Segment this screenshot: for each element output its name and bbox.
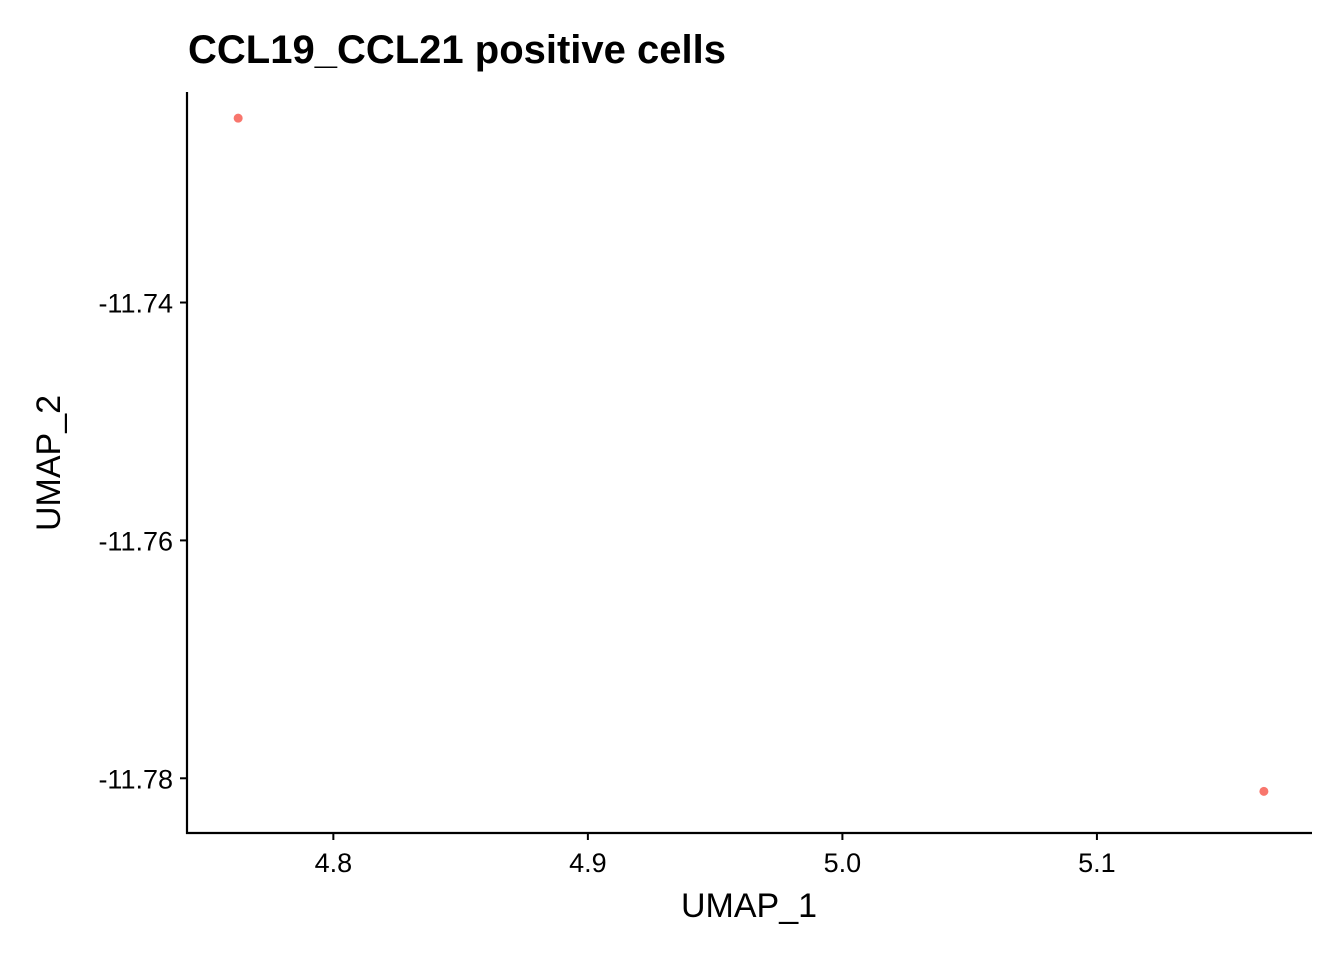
y-axis-label: UMAP_2 [30, 395, 68, 531]
x-axis-label: UMAP_1 [681, 887, 817, 925]
y-tick-label: -11.74 [98, 289, 173, 319]
data-point [1259, 786, 1269, 796]
x-tick-label: 4.8 [315, 848, 353, 878]
chart-title: CCL19_CCL21 positive cells [188, 28, 726, 72]
plot-area: 4.8 4.9 5.0 5.1 -11.74 -11.76 -11.78 [98, 92, 1312, 878]
y-axis-ticks: -11.74 -11.76 -11.78 [98, 289, 187, 794]
x-tick-label: 4.9 [569, 848, 607, 878]
y-tick-label: -11.78 [98, 764, 173, 794]
x-axis-ticks: 4.8 4.9 5.0 5.1 [315, 833, 1116, 878]
x-tick-label: 5.0 [824, 848, 862, 878]
data-point [233, 113, 243, 123]
y-tick-label: -11.76 [98, 526, 173, 556]
data-points [233, 113, 1269, 796]
x-tick-label: 5.1 [1078, 848, 1116, 878]
